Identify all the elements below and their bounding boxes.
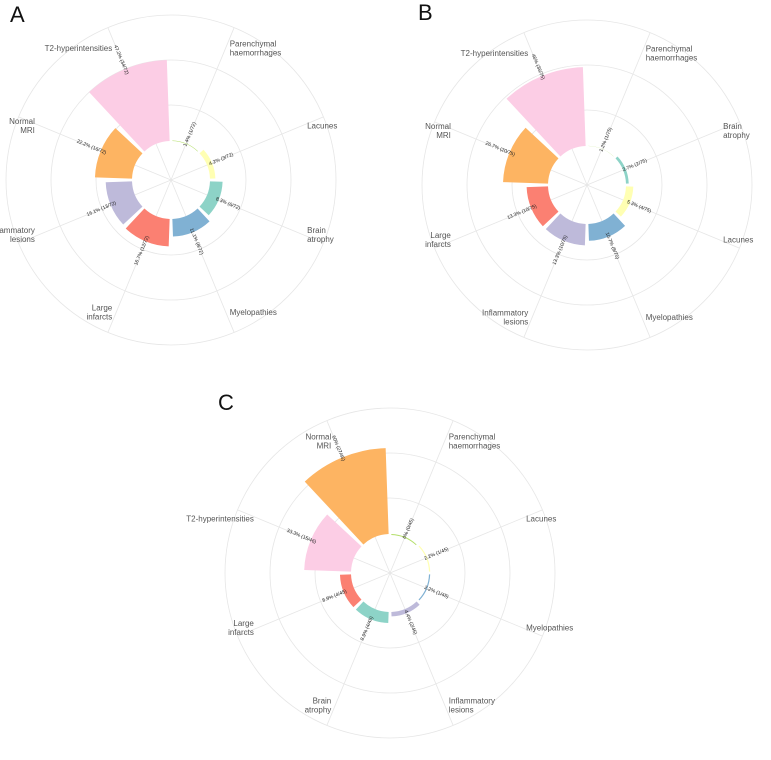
grid-spoke: [586, 184, 651, 338]
value-label: 8.9% (4/45): [360, 615, 376, 641]
grid-spoke: [389, 572, 454, 726]
category-label-brain-atrophy: Brain atrophy: [307, 226, 334, 244]
value-label: 2.2% (1/45): [423, 546, 449, 562]
category-label-parenchymal-haemorrhages: Parenchymal haemorrhages: [646, 44, 698, 62]
category-label-lacunes: Lacunes: [723, 236, 753, 245]
grid-spoke: [523, 184, 588, 338]
bar-large-infarcts: [526, 186, 559, 227]
category-label-t2-hyperintensities: T2-hyperintensities: [186, 514, 254, 523]
value-label: 0% (0/45): [402, 517, 416, 540]
grid-spoke: [170, 179, 235, 333]
category-label-myelopathies: Myelopathies: [230, 308, 277, 317]
bar-t2-hyperintensities: [89, 60, 170, 152]
bar-t2-hyperintensities: [304, 514, 362, 572]
category-label-lacunes: Lacunes: [526, 514, 556, 523]
bar-normal-mri: [503, 127, 559, 184]
grid-circle: [269, 452, 511, 694]
grid-spoke: [586, 32, 651, 186]
bar-inflammatory-lesions: [105, 181, 143, 225]
grid-circle: [50, 59, 292, 301]
category-label-large-infarcts: Large infarcts: [86, 304, 112, 322]
panel-c: C 0% (0/45) Parenchymal haemorrhages 2.2% (1…: [186, 390, 573, 739]
grid-spoke: [389, 420, 454, 574]
bar-parenchymal-haemorrhages: [391, 534, 417, 546]
bar-myelopathies: [418, 574, 431, 601]
category-label-normal-mri: Normal MRI: [305, 432, 331, 450]
bar-large-infarcts: [339, 574, 362, 608]
bar-brain-atrophy: [355, 601, 389, 624]
panel-letter: A: [10, 2, 25, 27]
category-label-large-infarcts: Large infarcts: [228, 619, 254, 637]
grid-spoke: [586, 184, 740, 249]
bar-normal-mri: [94, 128, 143, 179]
grid-spoke: [389, 572, 543, 637]
value-label: 1.2% (1/75): [598, 126, 614, 152]
grid-spoke: [170, 27, 235, 181]
value-label: 11.1% (8/72): [188, 227, 204, 256]
category-label-normal-mri: Normal MRI: [425, 122, 451, 140]
category-label-normal-mri: Normal MRI: [9, 117, 35, 135]
grid-spoke: [434, 184, 588, 249]
grid-spoke: [18, 116, 172, 181]
grid-spoke: [389, 509, 543, 574]
value-label: 4.4% (2/45): [402, 609, 418, 635]
grid-circle: [95, 104, 247, 256]
bar-t2-hyperintensities: [506, 67, 586, 157]
grid-spoke: [18, 179, 172, 244]
bar-lacunes: [418, 545, 431, 572]
value-label: 8.3% (6/72): [215, 196, 241, 212]
grid-circle: [5, 14, 337, 346]
value-label: 1.4% (1/72): [182, 121, 198, 147]
grid-circle: [511, 109, 663, 261]
value-label: 2.7% (2/75): [622, 158, 648, 174]
bar-brain-atrophy: [615, 156, 629, 184]
grid-spoke: [170, 116, 324, 181]
grid-spoke: [237, 572, 391, 637]
value-label: 46% (35/75): [530, 53, 546, 81]
grid-spoke: [170, 179, 324, 244]
value-label: 2.2% (1/45): [423, 585, 449, 601]
grid-circle: [421, 19, 753, 351]
grid-spoke: [107, 179, 172, 333]
panel-b: B 1.2% (1/75) Parenchymal haemorrhages 2.7% …: [418, 0, 753, 351]
panel-letter: C: [218, 390, 234, 415]
category-label-large-infarcts: Large infarcts: [425, 231, 451, 249]
category-label-brain-atrophy: Brain atrophy: [723, 122, 750, 140]
panel-letter: B: [418, 0, 433, 25]
bar-brain-atrophy: [199, 181, 223, 216]
bar-large-infarcts: [125, 208, 170, 247]
value-label: 60% (27/45): [330, 435, 346, 463]
category-label-myelopathies: Myelopathies: [646, 313, 693, 322]
bar-normal-mri: [304, 448, 389, 545]
grid-circle: [466, 64, 708, 306]
category-label-myelopathies: Myelopathies: [526, 624, 573, 633]
grid-spoke: [586, 121, 740, 186]
panel-a: A 1.4% (1/72) Parenchymal haemorrhages 4.2% …: [0, 2, 337, 346]
bar-inflammatory-lesions: [391, 601, 420, 617]
bar-lacunes: [199, 149, 216, 179]
value-label: 4.2% (3/72): [208, 152, 234, 168]
grid-circle: [224, 407, 556, 739]
value-label: 10.7% (8/75): [604, 232, 621, 261]
bar-myelopathies: [172, 208, 210, 237]
grid-circle: [314, 497, 466, 649]
category-label-brain-atrophy: Brain atrophy: [305, 697, 332, 715]
bar-lacunes: [615, 186, 634, 217]
value-label: 5.3% (4/75): [626, 199, 652, 215]
grid-spoke: [326, 572, 391, 726]
bar-inflammatory-lesions: [545, 213, 586, 246]
category-label-t2-hyperintensities: T2-hyperintensities: [461, 49, 529, 58]
category-label-parenchymal-haemorrhages: Parenchymal haemorrhages: [230, 39, 282, 57]
value-label: 8.9% (4/45): [322, 588, 348, 604]
category-label-lacunes: Lacunes: [307, 121, 337, 130]
bar-myelopathies: [588, 213, 626, 241]
category-label-t2-hyperintensities: T2-hyperintensities: [45, 44, 113, 53]
category-label-parenchymal-haemorrhages: Parenchymal haemorrhages: [449, 432, 501, 450]
